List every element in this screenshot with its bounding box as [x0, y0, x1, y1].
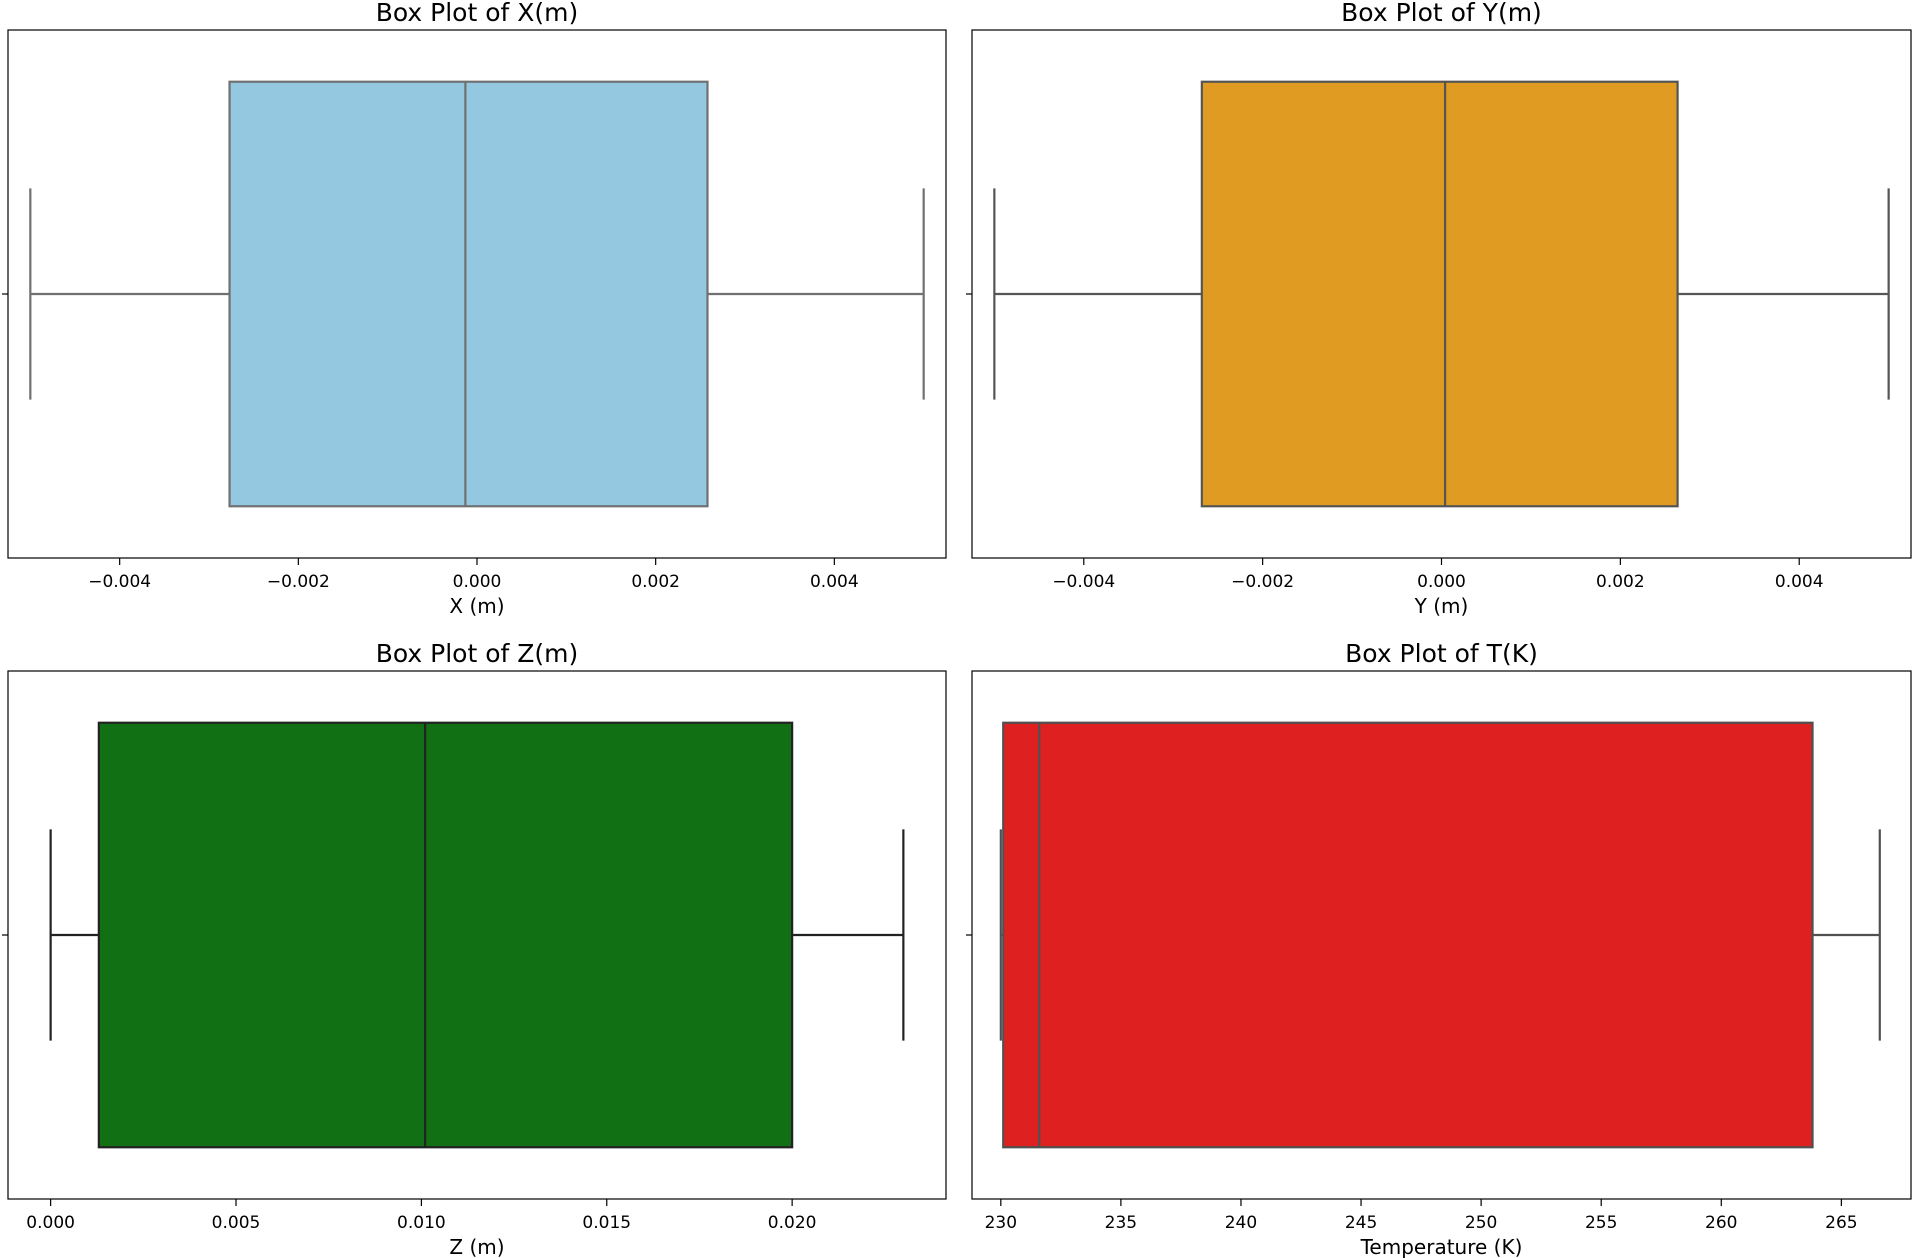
x-tick-label: 260: [1705, 1213, 1737, 1233]
subplot-3: Box Plot of Z(m) Z (m) 0.000 0.005 0.010 0.01…: [2, 639, 947, 1258]
subplot-title: Box Plot of Y(m): [1341, 0, 1542, 27]
subplot-4: Box Plot of T(K) Temperature (K) 230 235 240…: [966, 639, 1912, 1258]
x-axis-label: Y (m): [1414, 594, 1469, 618]
x-tick-label: 0.002: [1596, 572, 1645, 592]
x-tick-label: 0.010: [397, 1213, 446, 1233]
x-tick-label: −0.002: [267, 572, 330, 592]
x-tick-label: 0.000: [1417, 572, 1466, 592]
x-tick-label: 0.004: [810, 572, 859, 592]
x-tick-label: −0.002: [1231, 572, 1294, 592]
x-tick-label: 255: [1585, 1213, 1617, 1233]
x-axis-label: Z (m): [449, 1235, 504, 1258]
x-tick-label: 245: [1345, 1213, 1377, 1233]
x-tick-label: 240: [1225, 1213, 1257, 1233]
subplot-title: Box Plot of X(m): [376, 0, 579, 27]
subplot-1: Box Plot of X(m) X (m) −0.004 −0.002 0.000 0.…: [2, 0, 947, 618]
x-axis-label: X (m): [449, 594, 504, 618]
iqr-box: [1200, 80, 1679, 508]
iqr-box: [228, 80, 709, 508]
iqr-box: [97, 721, 794, 1149]
x-tick-label: 230: [985, 1213, 1017, 1233]
x-tick-label: 0.000: [26, 1213, 75, 1233]
x-axis-label: Temperature (K): [1360, 1235, 1523, 1258]
x-tick-label: 0.020: [768, 1213, 817, 1233]
iqr-box: [1002, 721, 1814, 1149]
x-tick-label: 0.004: [1775, 572, 1824, 592]
subplot-title: Box Plot of T(K): [1345, 639, 1538, 668]
x-tick-label: −0.004: [88, 572, 151, 592]
x-tick-label: 0.002: [631, 572, 680, 592]
x-tick-label: −0.004: [1052, 572, 1115, 592]
subplot-title: Box Plot of Z(m): [376, 639, 579, 668]
x-tick-label: 265: [1825, 1213, 1857, 1233]
x-tick-label: 0.015: [582, 1213, 631, 1233]
x-tick-label: 235: [1105, 1213, 1137, 1233]
x-tick-label: 250: [1465, 1213, 1497, 1233]
x-tick-label: 0.005: [212, 1213, 261, 1233]
x-tick-label: 0.000: [453, 572, 502, 592]
subplot-2: Box Plot of Y(m) Y (m) −0.004 −0.002 0.000 0.…: [966, 0, 1912, 618]
